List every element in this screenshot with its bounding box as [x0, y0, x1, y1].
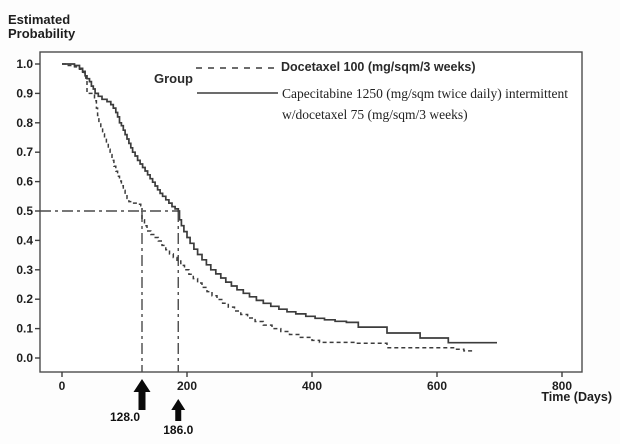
y-tick-label: 0.0: [16, 351, 33, 365]
y-axis-title-line1: Estimated: [8, 12, 71, 27]
x-tick-label: 200: [177, 379, 197, 393]
y-tick-label: 0.1: [16, 322, 33, 336]
curve-docetaxel: [62, 63, 474, 352]
y-tick-label: 0.9: [16, 86, 33, 100]
survival-curves: [62, 63, 497, 352]
legend-label-docetaxel: Docetaxel 100 (mg/sqm/3 weeks): [281, 60, 476, 74]
axis-ticks: 0 200 400 600 800 1.0 0.9 0.8 0.7 0.6 0.5 0.4 0.3 0.2…: [16, 57, 572, 393]
legend-title: Group: [154, 71, 193, 86]
y-axis-title-line2: Probability: [8, 26, 76, 41]
y-tick-label: 0.3: [16, 263, 33, 277]
y-tick-label: 0.7: [16, 145, 33, 159]
median-annotations: 128.0 186.0: [110, 379, 194, 437]
x-tick-label: 600: [427, 379, 447, 393]
y-tick-label: 0.8: [16, 116, 33, 130]
median-arrow: [133, 379, 151, 410]
legend-label-capecitabine-line2: w/docetaxel 75 (mg/sqm/3 weeks): [282, 107, 468, 122]
median-reference-lines: [40, 210, 179, 372]
y-tick-label: 0.4: [16, 233, 33, 247]
median-label: 186.0: [163, 423, 193, 437]
y-tick-label: 0.2: [16, 292, 33, 306]
legend-label-capecitabine-line1: Capecitabine 1250 (mg/sqm twice daily) i…: [282, 86, 569, 101]
y-tick-label: 0.6: [16, 175, 33, 189]
x-tick-label: 0: [59, 379, 66, 393]
x-axis-title: Time (Days): [541, 390, 612, 404]
curve-capecitabine: [62, 63, 497, 344]
y-tick-label: 0.5: [16, 204, 33, 218]
plot-frame: [39, 51, 583, 373]
x-tick-label: 800: [552, 379, 572, 393]
median-label: 128.0: [110, 410, 140, 424]
y-tick-label: 1.0: [16, 57, 33, 71]
median-arrow: [171, 399, 186, 421]
x-tick-label: 400: [302, 379, 322, 393]
